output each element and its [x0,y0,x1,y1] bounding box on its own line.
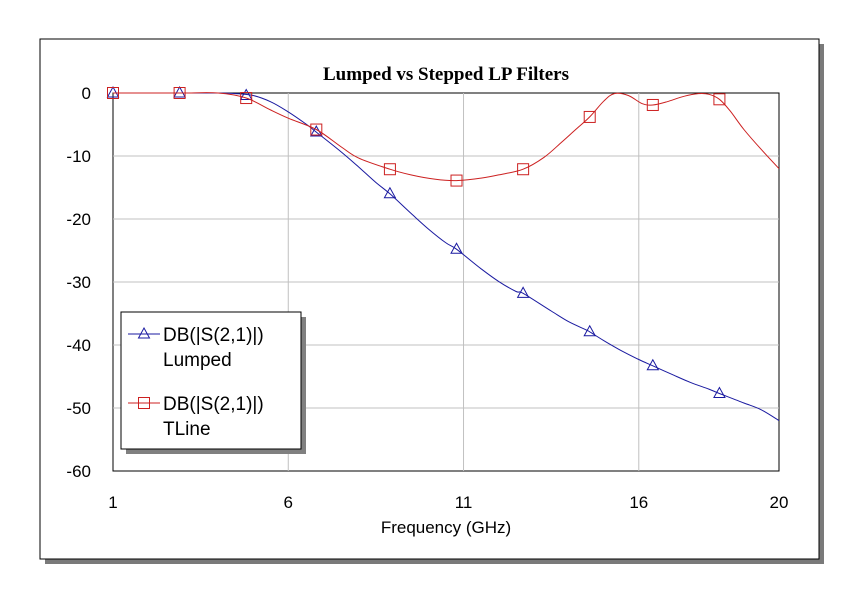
legend-label-tline-1: DB(|S(2,1)|) [163,394,264,415]
x-tick-label: 6 [284,493,293,512]
legend-label-tline-2: TLine [163,419,211,440]
y-tick-label: -30 [66,273,91,292]
y-tick-label: 0 [82,84,91,103]
chart-title: Lumped vs Stepped LP Filters [323,64,569,85]
x-tick-label: 16 [629,493,648,512]
legend-label-lumped-1: DB(|S(2,1)|) [163,325,264,346]
y-tick-label: -40 [66,336,91,355]
y-tick-label: -60 [66,462,91,481]
legend: DB(|S(2,1)|) Lumped DB(|S(2,1)|) TLine [121,312,306,454]
y-tick-label: -20 [66,210,91,229]
x-tick-label: 20 [770,493,789,512]
legend-label-lumped-2: Lumped [163,350,232,371]
x-axis-label: Frequency (GHz) [381,518,511,537]
x-tick-label: 11 [455,493,473,512]
x-tick-label: 1 [108,493,117,512]
y-tick-label: -50 [66,399,91,418]
y-tick-label: -10 [66,147,91,166]
